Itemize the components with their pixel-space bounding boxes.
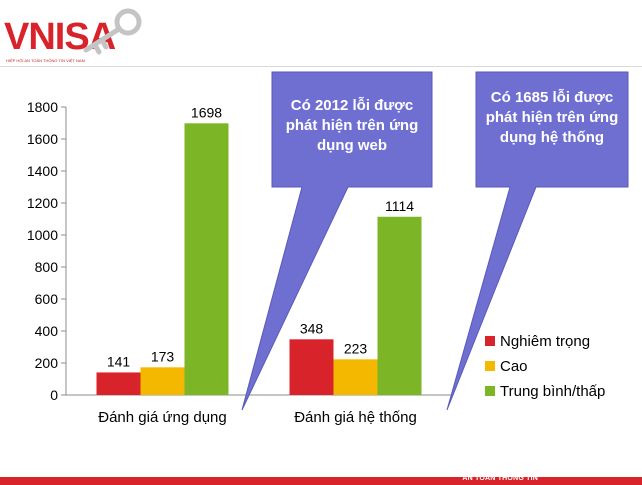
y-tick-label: 600 <box>35 291 59 307</box>
bar <box>377 216 422 395</box>
data-label: 223 <box>344 340 368 356</box>
legend-swatch <box>485 336 495 346</box>
footer-bar <box>0 477 642 485</box>
callout-1-shape <box>241 71 433 411</box>
y-tick-label: 0 <box>50 387 58 403</box>
y-tick-label: 800 <box>35 259 59 275</box>
data-label: 1698 <box>191 104 222 120</box>
x-category-label: Đánh giá hệ thống <box>294 409 417 426</box>
callout-1-text: Có 2012 lỗi được phát hiện trên ứng dụng… <box>285 97 419 154</box>
key-icon <box>83 8 142 55</box>
callout-2-text: Có 1685 lỗi được phát hiện trên ứng dụng… <box>485 89 619 146</box>
legend-swatch <box>485 361 495 371</box>
footer-label: AN TOÀN THÔNG TIN <box>462 475 538 482</box>
header-divider <box>0 66 642 67</box>
y-tick-label: 1400 <box>27 163 58 179</box>
bar <box>333 359 378 395</box>
y-tick-label: 1600 <box>27 131 58 147</box>
vnisa-logo: VNISA HIỆP HỘI AN TOÀN THÔNG TIN VIỆT NA… <box>4 6 154 66</box>
bar <box>96 372 141 395</box>
y-tick-label: 200 <box>35 355 59 371</box>
y-tick-label: 1200 <box>27 195 58 211</box>
y-tick-label: 1800 <box>27 99 58 115</box>
data-label: 1114 <box>385 198 414 214</box>
bar <box>289 339 334 395</box>
y-tick-label: 1000 <box>27 227 58 243</box>
data-label: 348 <box>300 320 324 336</box>
legend-swatch <box>485 386 495 396</box>
bar <box>184 123 229 395</box>
legend-label: Trung bình/thấp <box>500 383 605 400</box>
logo-subtitle: HIỆP HỘI AN TOÀN THÔNG TIN VIỆT NAM <box>6 58 85 63</box>
data-label: 141 <box>107 353 131 369</box>
data-label: 173 <box>151 348 175 364</box>
legend-label: Cao <box>500 358 528 375</box>
y-tick-label: 400 <box>35 323 59 339</box>
legend-label: Nghiêm trọng <box>500 333 590 350</box>
bar <box>140 367 185 395</box>
x-category-label: Đánh giá ứng dụng <box>98 409 226 426</box>
callout-2-shape <box>446 71 629 411</box>
